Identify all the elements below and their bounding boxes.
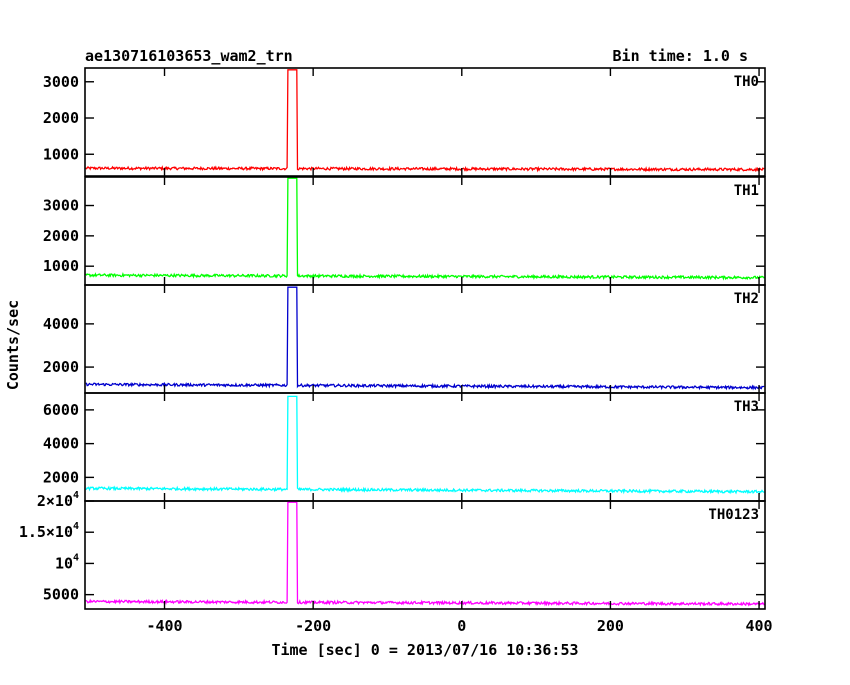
y-tick-exponent-th0123-3: 4: [73, 490, 79, 501]
y-tick-label-th1-2: 3000: [43, 197, 79, 215]
series-th1-line: [85, 177, 765, 281]
panel-th2-frame: [84, 284, 766, 394]
y-tick-label-th3-2: 6000: [43, 401, 79, 419]
y-tick-label-th0123-0: 5000: [43, 586, 79, 604]
bin-time-label: Bin time: 1.0 s: [613, 47, 748, 65]
y-tick-label-th0123-1: 10: [55, 554, 73, 572]
x-tick-label-3: 200: [597, 617, 624, 635]
chart-title: ae130716103653_wam2_trn: [85, 47, 293, 65]
panel-label-th2: TH2: [734, 291, 759, 307]
y-tick-label-th3-1: 4000: [43, 435, 79, 453]
series-th2-line: [85, 286, 765, 391]
panel-label-th0: TH0: [734, 74, 759, 90]
panel-th3-frame: [84, 392, 766, 502]
y-tick-label-th0123-2: 1.5×10: [19, 523, 73, 541]
y-tick-label-th0-0: 1000: [43, 145, 79, 163]
x-tick-label-4: 400: [746, 617, 773, 635]
series-th0-line: [85, 69, 765, 173]
panel-label-th0123: TH0123: [708, 507, 759, 523]
y-tick-label-th3-0: 2000: [43, 468, 79, 486]
panel-th0123-frame: [84, 500, 766, 610]
x-tick-label-1: -200: [295, 617, 331, 635]
x-axis-label: Time [sec] 0 = 2013/07/16 10:36:53: [271, 641, 578, 659]
series-th0123-line: [85, 501, 765, 607]
panel-th0-frame: [84, 67, 766, 177]
y-tick-exponent-th0123-1: 4: [73, 552, 79, 563]
y-axis-label: Counts/sec: [4, 300, 22, 390]
y-tick-label-th0-2: 3000: [43, 73, 79, 91]
panel-th1-frame: [84, 176, 766, 286]
series-th3-line: [85, 395, 765, 495]
y-tick-label-th2-0: 2000: [43, 358, 79, 376]
y-tick-label-th0123-3: 2×10: [37, 492, 73, 510]
panel-label-th3: TH3: [734, 399, 759, 415]
y-tick-label-th2-1: 4000: [43, 315, 79, 333]
panel-label-th1: TH1: [734, 183, 759, 199]
y-tick-label-th1-0: 1000: [43, 257, 79, 275]
x-tick-label-0: -400: [146, 617, 182, 635]
x-tick-label-2: 0: [457, 617, 466, 635]
y-tick-exponent-th0123-2: 4: [73, 521, 79, 532]
y-tick-label-th0-1: 2000: [43, 109, 79, 127]
y-tick-label-th1-1: 2000: [43, 227, 79, 245]
